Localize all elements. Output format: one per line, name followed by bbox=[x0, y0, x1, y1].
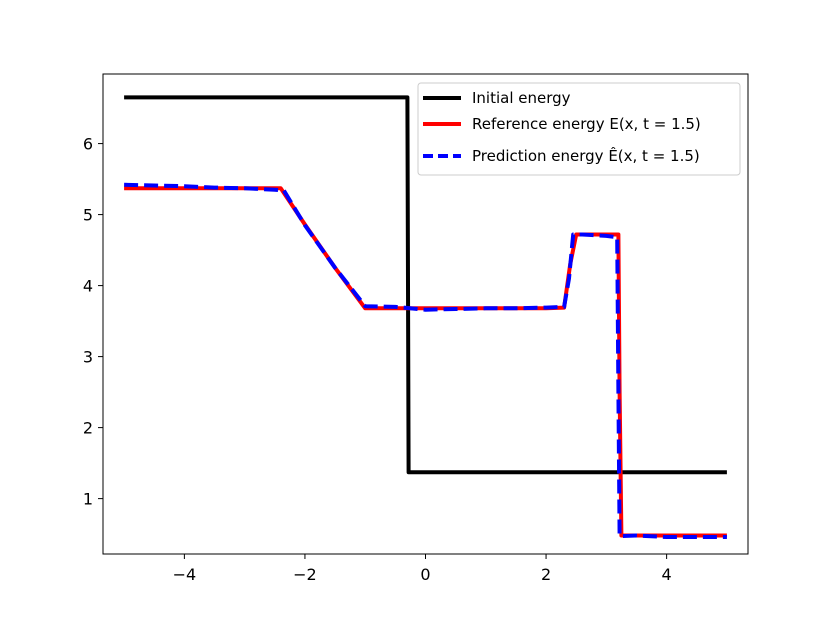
legend-label-reference: Reference energy E(x, t = 1.5) bbox=[472, 115, 701, 133]
y-tick-label: 2 bbox=[83, 419, 93, 438]
y-tick-label: 3 bbox=[83, 348, 93, 367]
legend-label-prediction: Prediction energy Ê(x, t = 1.5) bbox=[472, 146, 700, 165]
x-tick-label: 4 bbox=[662, 565, 672, 584]
series-layer bbox=[124, 95, 727, 539]
legend-label-initial: Initial energy bbox=[472, 89, 571, 107]
y-tick-label: 5 bbox=[83, 206, 93, 225]
legend-box bbox=[417, 82, 741, 176]
y-tick-label: 6 bbox=[83, 135, 93, 154]
y-tick-label: 1 bbox=[83, 490, 93, 509]
x-axis: −4 −2 0 2 4 bbox=[173, 554, 672, 584]
x-tick-label: 0 bbox=[420, 565, 430, 584]
x-tick-label: −4 bbox=[173, 565, 197, 584]
x-tick-label: 2 bbox=[541, 565, 551, 584]
prediction-energy-line bbox=[124, 182, 727, 539]
x-tick-label: −2 bbox=[293, 565, 317, 584]
legend: Initial energy Reference energy E(x, t =… bbox=[417, 82, 741, 176]
y-tick-label: 4 bbox=[83, 277, 93, 296]
y-axis: 1 2 3 4 5 6 bbox=[83, 135, 103, 509]
initial-energy-line bbox=[124, 95, 727, 475]
